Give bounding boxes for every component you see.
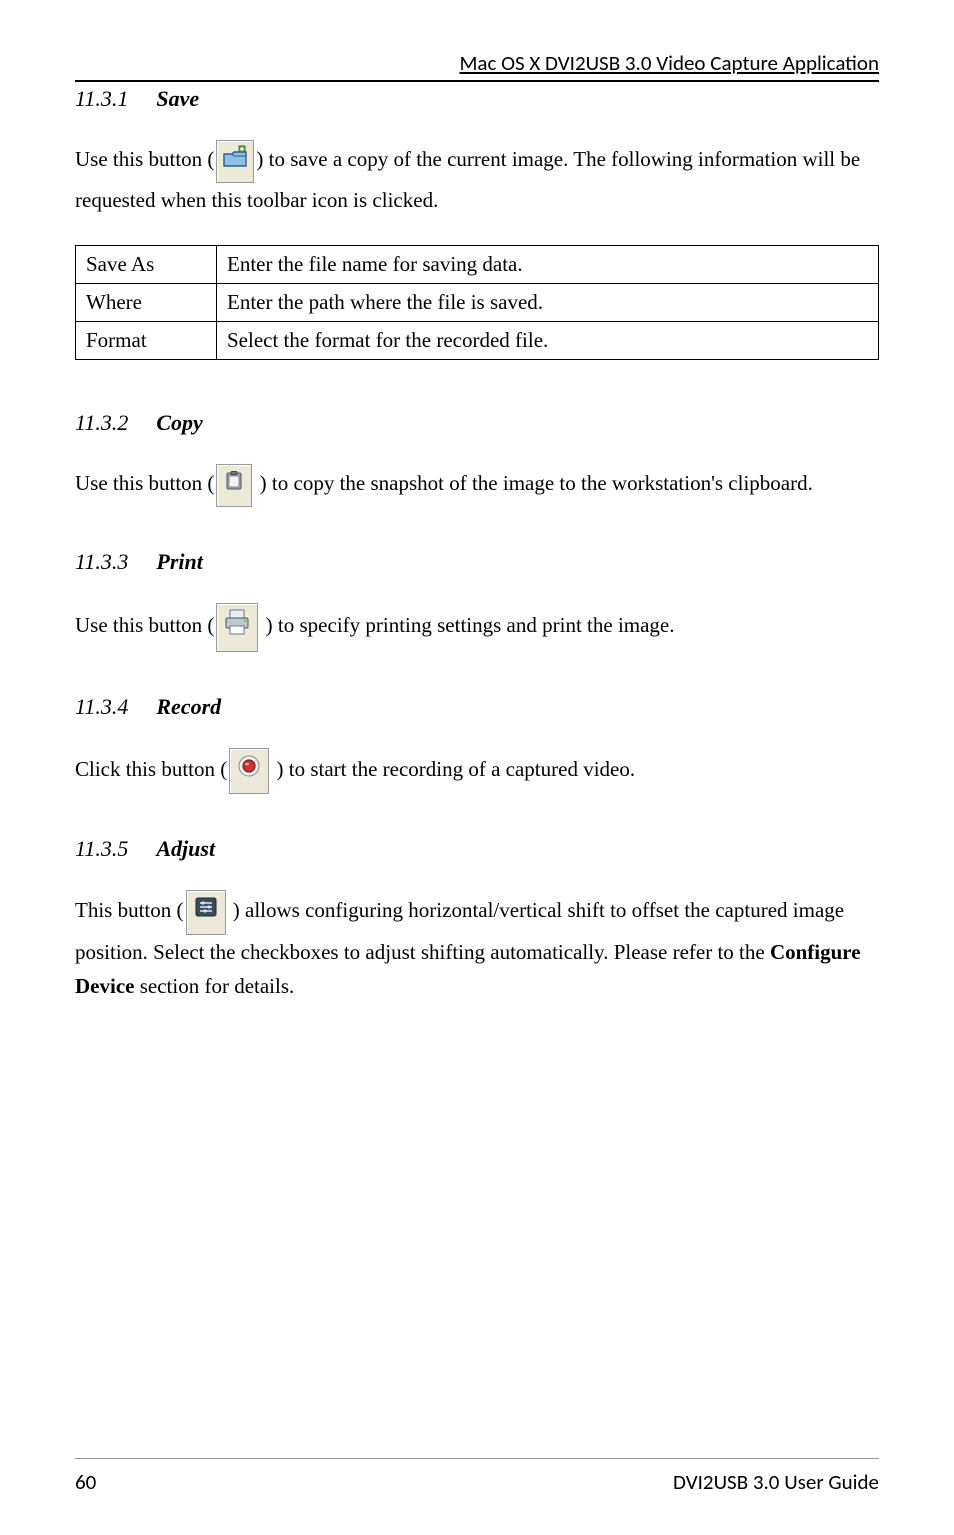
heading-print: 11.3.3 Print <box>75 549 879 575</box>
footer-guide-title: DVI2USB 3.0 User Guide <box>673 1469 879 1495</box>
page-footer: 60 DVI2USB 3.0 User Guide <box>75 1458 879 1495</box>
page-number: 60 <box>75 1469 96 1495</box>
running-header: Mac OS X DVI2USB 3.0 Video Capture Appli… <box>75 50 879 82</box>
heading-number: 11.3.1 <box>75 86 128 111</box>
text-fragment: ) to copy the snapshot of the image to t… <box>254 471 812 495</box>
table-key: Format <box>76 322 217 360</box>
table-value: Enter the file name for saving data. <box>217 246 879 284</box>
heading-number: 11.3.5 <box>75 836 128 861</box>
text-fragment: ) to specify printing settings and print… <box>260 613 674 637</box>
heading-copy: 11.3.2 Copy <box>75 410 879 436</box>
table-value: Select the format for the recorded file. <box>217 322 879 360</box>
save-info-table: Save As Enter the file name for saving d… <box>75 245 879 360</box>
table-row: Format Select the format for the recorde… <box>76 322 879 360</box>
table-row: Where Enter the path where the file is s… <box>76 284 879 322</box>
heading-adjust: 11.3.5 Adjust <box>75 836 879 862</box>
table-key: Save As <box>76 246 217 284</box>
heading-title: Save <box>156 86 199 111</box>
table-row: Save As Enter the file name for saving d… <box>76 246 879 284</box>
save-icon <box>216 140 254 183</box>
table-key: Where <box>76 284 217 322</box>
heading-title: Copy <box>156 410 202 435</box>
heading-number: 11.3.3 <box>75 549 128 574</box>
paragraph-save: Use this button ( ) to save a copy of th… <box>75 140 879 217</box>
text-fragment: Use this button ( <box>75 147 214 171</box>
paragraph-adjust: This button ( ) allows configuring horiz… <box>75 890 879 1004</box>
heading-title: Print <box>156 549 202 574</box>
text-fragment: Use this button ( <box>75 613 214 637</box>
text-fragment: Use this button ( <box>75 471 214 495</box>
text-fragment: ) to start the recording of a captured v… <box>271 757 635 781</box>
record-icon <box>229 748 269 795</box>
heading-save: 11.3.1 Save <box>75 86 879 112</box>
paragraph-print: Use this button ( ) to specify printing … <box>75 603 879 652</box>
heading-number: 11.3.2 <box>75 410 128 435</box>
print-icon <box>216 603 258 652</box>
heading-title: Record <box>156 694 221 719</box>
table-value: Enter the path where the file is saved. <box>217 284 879 322</box>
paragraph-record: Click this button ( ) to start the recor… <box>75 748 879 795</box>
text-fragment: Click this button ( <box>75 757 227 781</box>
adjust-icon <box>186 890 226 935</box>
heading-number: 11.3.4 <box>75 694 128 719</box>
text-fragment: This button ( <box>75 898 184 922</box>
copy-icon <box>216 464 252 507</box>
text-fragment: section for details. <box>134 974 294 998</box>
heading-title: Adjust <box>156 836 215 861</box>
heading-record: 11.3.4 Record <box>75 694 879 720</box>
paragraph-copy: Use this button ( ) to copy the snapshot… <box>75 464 879 507</box>
